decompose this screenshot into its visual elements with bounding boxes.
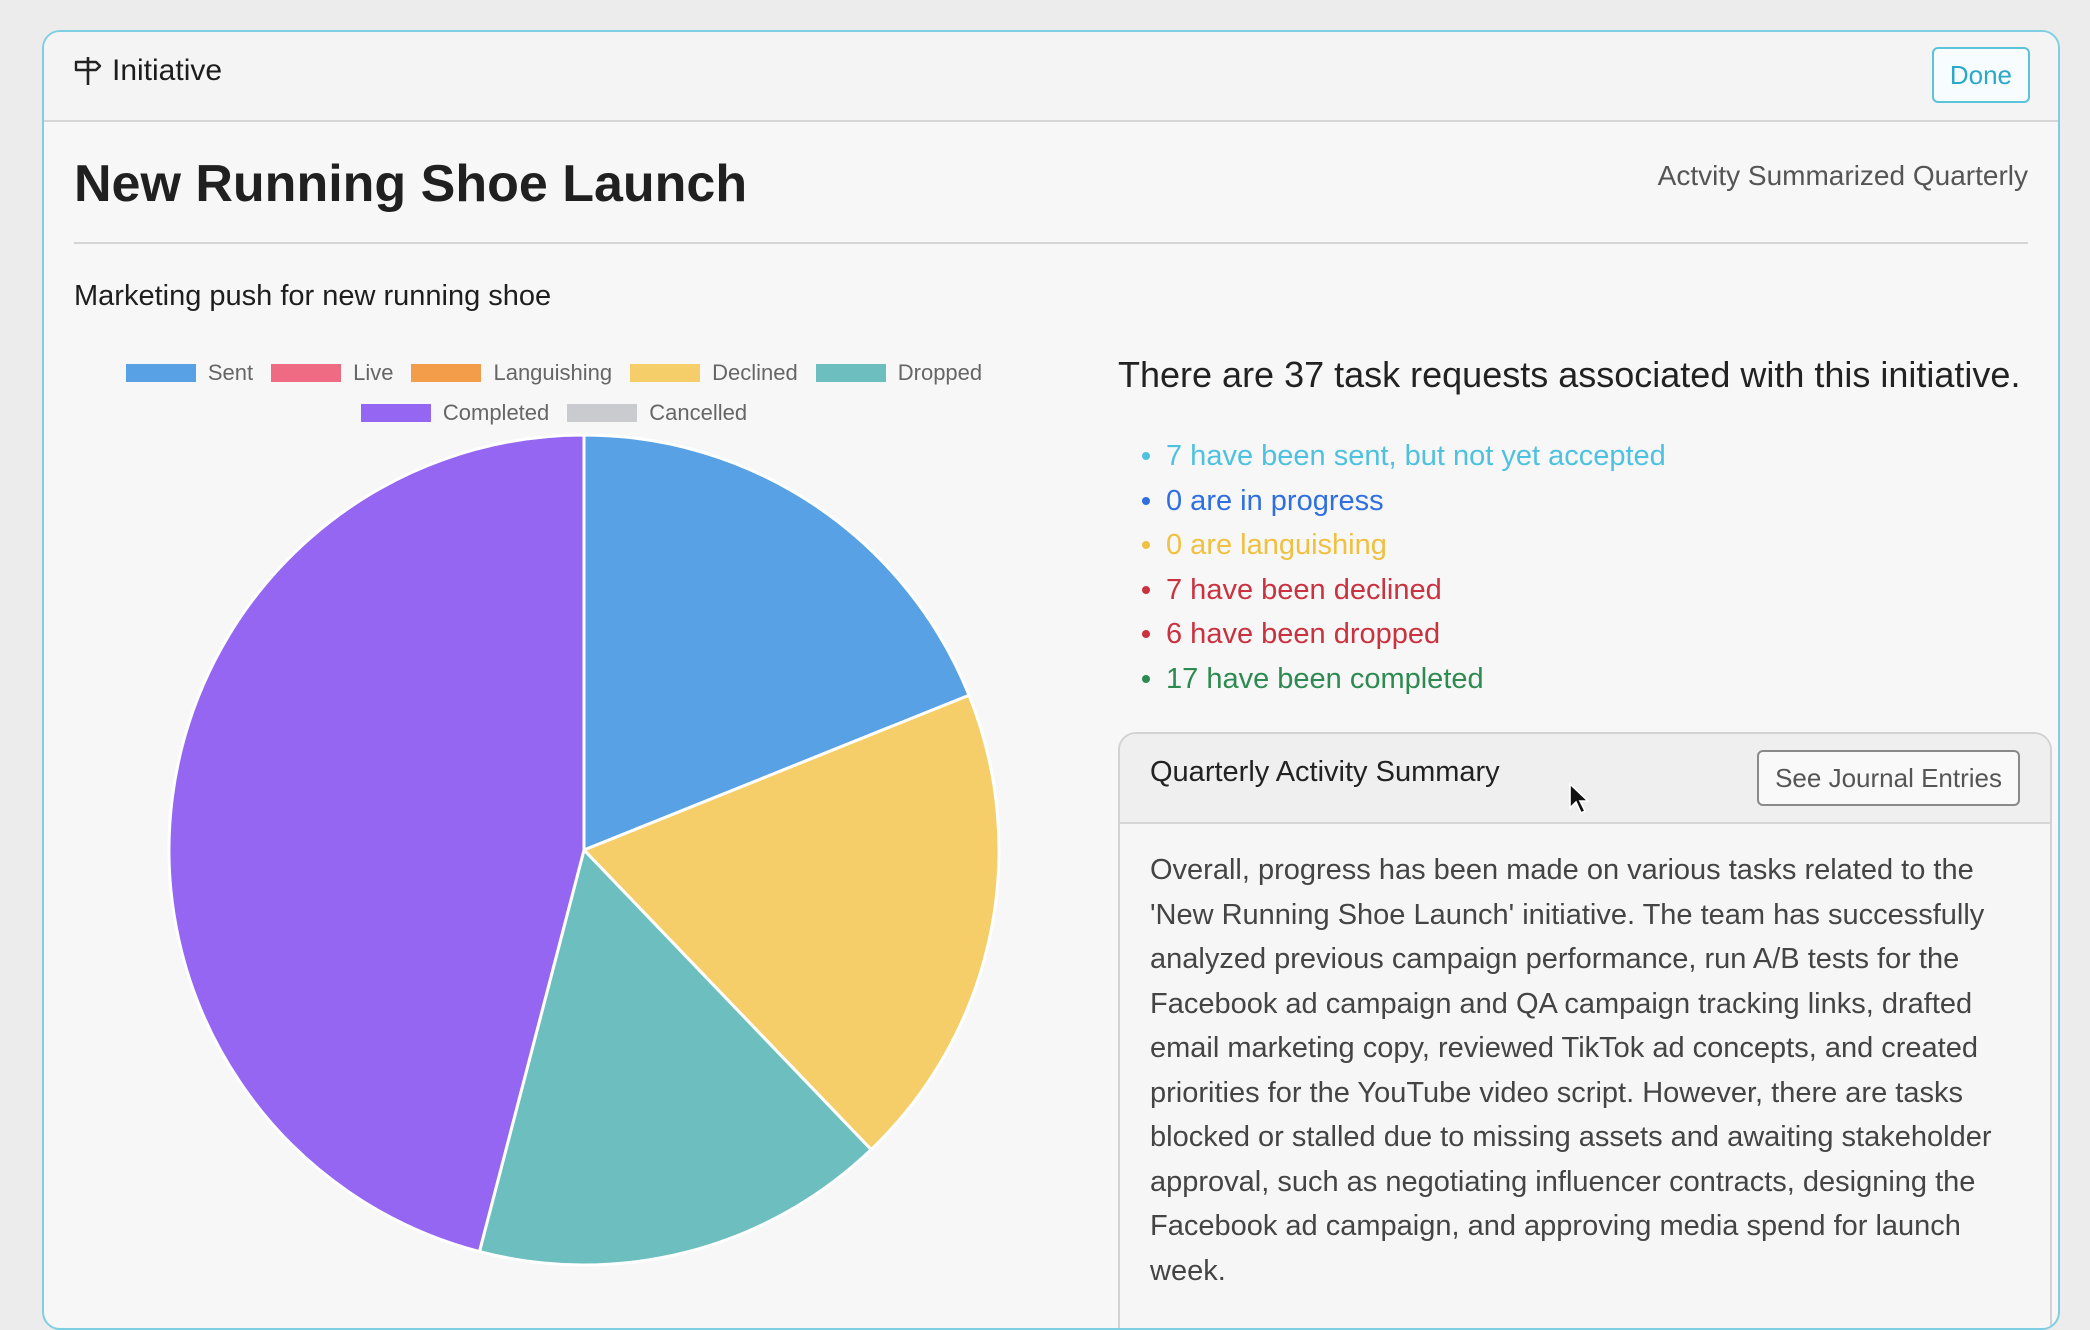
- summary-text: Overall, progress has been made on vario…: [1150, 854, 1992, 1287]
- status-item: 6 have been dropped: [1142, 612, 1666, 657]
- see-journal-entries-button[interactable]: See Journal Entries: [1757, 750, 2020, 806]
- bullet-icon: [1142, 630, 1150, 639]
- modal-title-text: Initiative: [112, 54, 223, 87]
- pie-slice-completed[interactable]: [167, 433, 586, 1254]
- legend-swatch: [360, 404, 431, 422]
- pie-slice-sent[interactable]: [582, 433, 972, 853]
- legend-label: Declined: [712, 360, 798, 385]
- bullet-icon: [1142, 496, 1150, 505]
- status-item: 7 have been sent, but not yet accepted: [1142, 434, 1666, 479]
- legend-label: Completed: [442, 400, 550, 425]
- status-text: 0 are in progress: [1166, 484, 1384, 517]
- legend-label: Sent: [207, 360, 254, 385]
- pie-slice-declined[interactable]: [581, 693, 1001, 1152]
- status-list: 7 have been sent, but not yet accepted 0 …: [1142, 434, 1666, 701]
- done-button[interactable]: Done: [1931, 47, 2030, 103]
- status-text: 0 are languishing: [1166, 529, 1387, 561]
- task-requests-summary: There are 37 task requests associated wi…: [1118, 354, 2021, 395]
- legend-item-cancelled[interactable]: Cancelled: [567, 400, 747, 426]
- legend-swatch: [630, 364, 701, 382]
- bullet-icon: [1142, 674, 1150, 683]
- legend-swatch: [567, 404, 638, 422]
- signpost-icon: [74, 55, 102, 87]
- bullet-icon: [1142, 541, 1150, 550]
- card-header: Quarterly Activity Summary See Journal E…: [1120, 734, 2050, 824]
- legend-item-completed[interactable]: Completed: [360, 400, 550, 426]
- legend-swatch: [125, 364, 196, 382]
- card-title: Quarterly Activity Summary: [1150, 756, 1500, 788]
- mouse-cursor-icon: [1569, 782, 1590, 815]
- status-text: 7 have been sent, but not yet accepted: [1166, 440, 1666, 472]
- activity-summary-mode: Actvity Summarized Quarterly: [1657, 160, 2028, 191]
- quarterly-summary-card: Quarterly Activity Summary See Journal E…: [1118, 732, 2052, 1328]
- status-item: 7 have been declined: [1142, 568, 1666, 613]
- legend-item-languishing[interactable]: Languishing: [411, 360, 612, 386]
- modal-header: Initiative Done: [44, 32, 2058, 122]
- chart-legend: Sent Live Languishing Declined Dropped Comple…: [74, 360, 1034, 440]
- chart-title: Marketing push for new running shoe: [74, 280, 552, 312]
- status-text: 7 have been declined: [1166, 573, 1442, 606]
- status-text: 17 have been completed: [1166, 662, 1484, 695]
- status-pie-chart: [167, 433, 1001, 1267]
- pie-slice-dropped[interactable]: [477, 847, 874, 1267]
- bullet-icon: [1142, 585, 1150, 594]
- divider: [74, 242, 2028, 244]
- legend-item-dropped[interactable]: Dropped: [815, 360, 983, 386]
- legend-row: Completed Cancelled: [74, 400, 1034, 426]
- status-item: 17 have been completed: [1142, 657, 1666, 702]
- page-title: New Running Shoe Launch: [74, 155, 748, 213]
- legend-label: Dropped: [897, 360, 983, 385]
- status-item: 0 are in progress: [1142, 479, 1666, 524]
- legend-swatch: [815, 364, 886, 382]
- bullet-icon: [1142, 452, 1150, 461]
- legend-label: Live: [353, 360, 394, 385]
- legend-swatch: [411, 364, 482, 382]
- modal-header-title: Initiative: [74, 54, 222, 88]
- status-text: 6 have been dropped: [1166, 618, 1441, 650]
- status-item: 0 are languishing: [1142, 523, 1666, 568]
- legend-item-live[interactable]: Live: [271, 360, 393, 386]
- legend-item-declined[interactable]: Declined: [630, 360, 798, 386]
- legend-row: Sent Live Languishing Declined Dropped: [74, 360, 1034, 386]
- legend-label: Languishing: [493, 360, 613, 385]
- legend-swatch: [271, 364, 342, 382]
- legend-label: Cancelled: [649, 400, 748, 425]
- initiative-modal: Initiative Done New Running Shoe Launch …: [42, 30, 2060, 1330]
- legend-item-sent[interactable]: Sent: [125, 360, 254, 386]
